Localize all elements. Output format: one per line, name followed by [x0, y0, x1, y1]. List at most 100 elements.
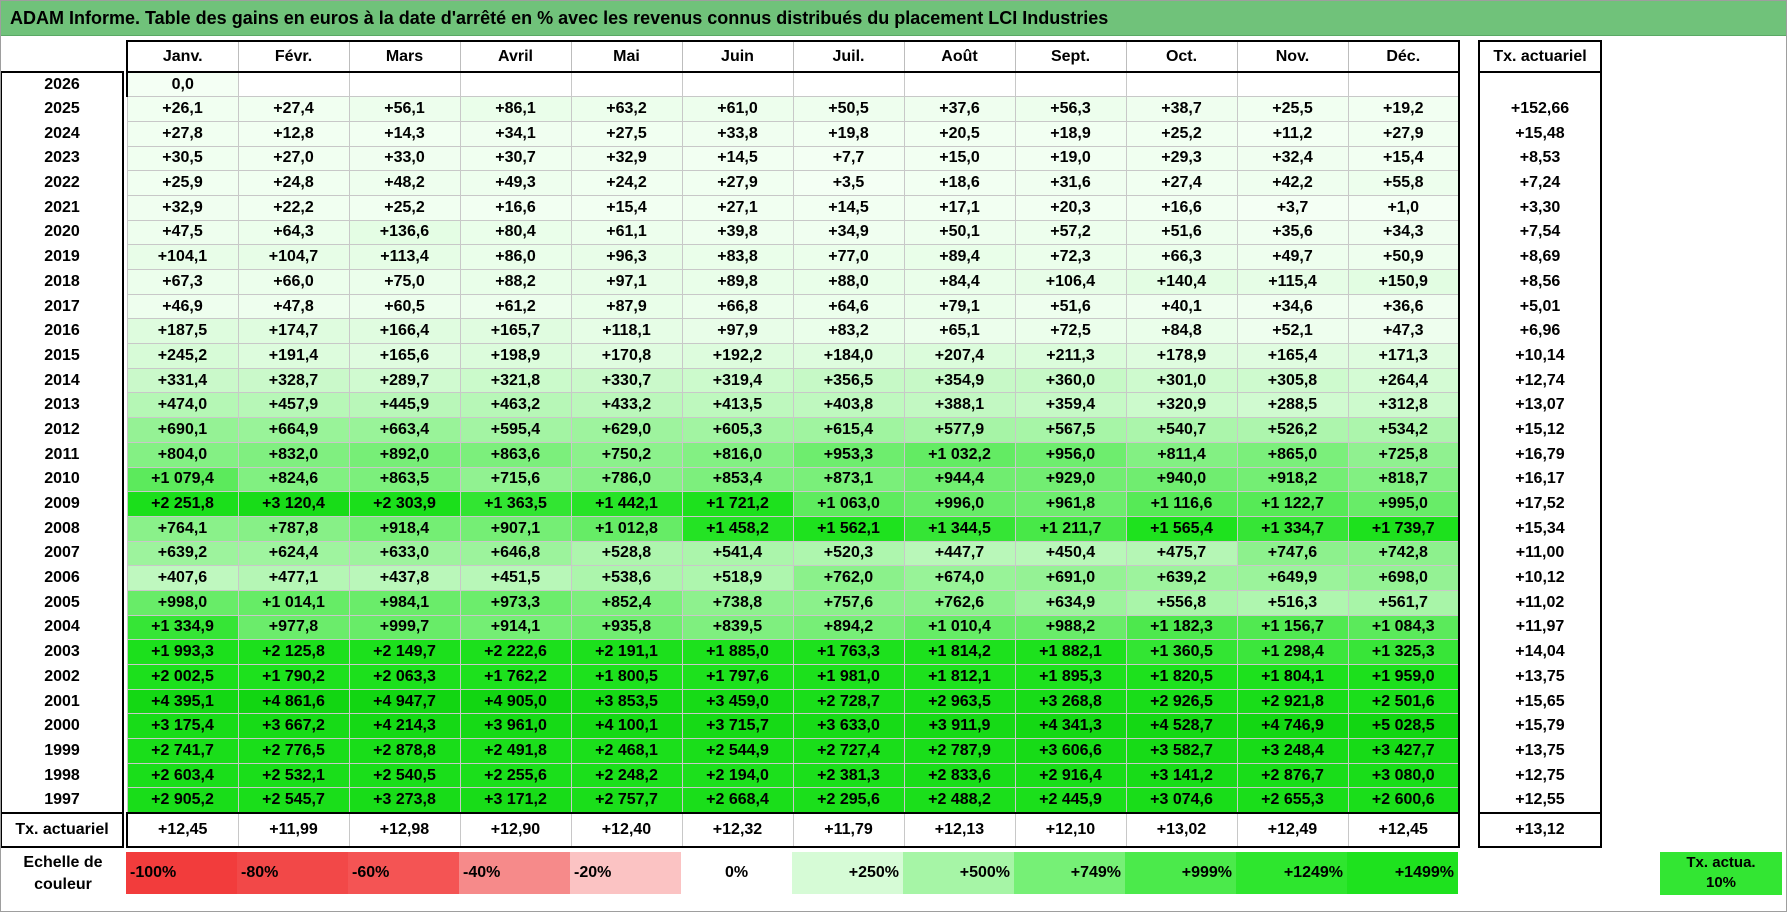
value-cell: +75,0: [348, 269, 461, 295]
value-cell: +22,2: [237, 194, 350, 221]
value-cell: +3 273,8: [348, 787, 461, 814]
value-cell: +211,3: [1014, 343, 1127, 369]
gap-cell: [1459, 590, 1479, 616]
value-cell: +57,2: [1014, 219, 1127, 246]
value-cell: +84,4: [903, 269, 1016, 295]
footer-value-cell: +13,02: [1125, 812, 1238, 848]
value-cell: [348, 71, 461, 98]
gap-cell: [1459, 195, 1479, 221]
actuarial-cell: +11,02: [1478, 590, 1602, 616]
value-cell: +356,5: [792, 367, 905, 394]
page-title: ADAM Informe. Table des gains en euros à…: [0, 0, 1787, 36]
value-cell: +738,8: [681, 589, 794, 616]
value-cell: +331,4: [126, 367, 239, 394]
value-cell: +20,5: [903, 120, 1016, 147]
value-cell: +198,9: [459, 343, 572, 369]
value-cell: +178,9: [1125, 343, 1238, 369]
value-cell: +1 812,1: [903, 664, 1016, 690]
value-cell: +3 268,8: [1014, 688, 1127, 715]
value-cell: +30,5: [126, 145, 239, 172]
footer-label: Tx. actuariel: [0, 812, 124, 848]
value-cell: +1 959,0: [1347, 664, 1460, 690]
value-cell: +34,9: [792, 219, 905, 246]
value-cell: +3 080,0: [1347, 762, 1460, 789]
year-cell: 2001: [0, 689, 124, 714]
value-cell: +528,8: [570, 540, 683, 567]
gap-cell: [1459, 41, 1479, 72]
value-cell: +2 222,6: [459, 639, 572, 665]
value-cell: +873,1: [792, 466, 905, 493]
value-cell: +1 211,7: [1014, 515, 1127, 542]
value-cell: +3 667,2: [237, 713, 350, 740]
value-cell: +944,4: [903, 466, 1016, 493]
value-cell: +166,4: [348, 318, 461, 345]
value-cell: +556,8: [1125, 589, 1238, 616]
value-cell: +19,2: [1347, 96, 1460, 122]
value-cell: +150,9: [1347, 269, 1460, 295]
value-cell: +115,4: [1236, 269, 1349, 295]
footer-value-cell: +11,79: [792, 812, 905, 848]
value-cell: +2 905,2: [126, 787, 239, 814]
value-cell: +832,0: [237, 441, 350, 468]
actuarial-legend-text: Tx. actua. 10%: [1686, 854, 1756, 891]
value-cell: [570, 71, 683, 98]
value-cell: +935,8: [570, 614, 683, 641]
value-cell: +639,2: [1125, 565, 1238, 591]
value-cell: +66,3: [1125, 244, 1238, 270]
value-cell: +853,4: [681, 466, 794, 493]
gap-cell: [1459, 787, 1479, 813]
value-cell: +2 002,5: [126, 664, 239, 690]
value-cell: +79,1: [903, 293, 1016, 320]
value-cell: +540,7: [1125, 417, 1238, 443]
footer-value-cell: +12,13: [903, 812, 1016, 848]
value-cell: +2 468,1: [570, 738, 683, 764]
value-cell: +359,4: [1014, 392, 1127, 419]
gains-table: Janv. Févr. Mars Avril Mai Juin Juil. Août Sept.…: [0, 40, 1602, 848]
value-cell: +664,9: [237, 417, 350, 443]
value-cell: +1 993,3: [126, 639, 239, 665]
value-cell: +328,7: [237, 367, 350, 394]
value-cell: +2 741,7: [126, 738, 239, 764]
value-cell: +77,0: [792, 244, 905, 270]
gap-cell: [123, 41, 127, 72]
gap-cell: [1459, 417, 1479, 443]
value-cell: +20,3: [1014, 194, 1127, 221]
value-cell: +1 565,4: [1125, 515, 1238, 542]
legend-swatch: -20%: [570, 852, 681, 894]
value-cell: +639,2: [126, 540, 239, 567]
table-row: 2018 +67,3 +66,0 +75,0 +88,2 +97,1 +89,8 +88,0 +…: [0, 269, 1602, 295]
value-cell: +48,2: [348, 170, 461, 196]
value-cell: +940,0: [1125, 466, 1238, 493]
year-cell: 2013: [0, 392, 124, 418]
value-cell: +3 074,6: [1125, 787, 1238, 814]
value-cell: +18,6: [903, 170, 1016, 196]
value-cell: +72,3: [1014, 244, 1127, 270]
value-cell: +86,0: [459, 244, 572, 270]
gap-cell: [1459, 442, 1479, 467]
year-cell: 2021: [0, 195, 124, 221]
value-cell: +330,7: [570, 367, 683, 394]
value-cell: +64,3: [237, 219, 350, 246]
month-header: Avril: [459, 40, 572, 73]
gap-cell: [123, 812, 127, 847]
value-cell: +50,5: [792, 96, 905, 122]
actuarial-cell: +12,55: [1478, 787, 1602, 814]
value-cell: +50,9: [1347, 244, 1460, 270]
value-cell: +87,9: [570, 293, 683, 320]
value-cell: +787,8: [237, 515, 350, 542]
value-cell: +984,1: [348, 589, 461, 616]
value-cell: +3 459,0: [681, 688, 794, 715]
value-cell: +3 248,4: [1236, 738, 1349, 764]
value-cell: +538,6: [570, 565, 683, 591]
value-cell: +360,0: [1014, 367, 1127, 394]
actuarial-header: Tx. actuariel: [1478, 40, 1602, 73]
value-cell: +12,8: [237, 120, 350, 147]
value-cell: +187,5: [126, 318, 239, 345]
value-cell: +321,8: [459, 367, 572, 394]
value-cell: +2 727,4: [792, 738, 905, 764]
value-cell: +2 876,7: [1236, 762, 1349, 789]
table-row: 2001 +4 395,1 +4 861,6 +4 947,7 +4 905,0 +3 8…: [0, 688, 1602, 715]
value-cell: +38,7: [1125, 96, 1238, 122]
value-cell: +457,9: [237, 392, 350, 419]
value-cell: +477,1: [237, 565, 350, 591]
